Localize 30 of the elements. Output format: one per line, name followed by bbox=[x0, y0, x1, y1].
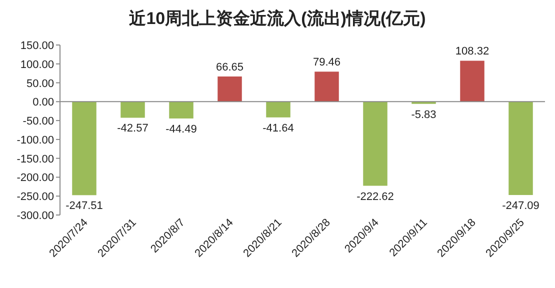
bar bbox=[508, 102, 533, 196]
y-tick-label: -200.00 bbox=[16, 172, 54, 184]
bar bbox=[363, 102, 388, 186]
y-tick-label: 100.00 bbox=[20, 58, 54, 71]
bar bbox=[266, 102, 290, 118]
bar bbox=[169, 102, 194, 118]
chart-title: 近10周北上资金近流入(流出)情况(亿元) bbox=[128, 9, 426, 28]
y-tick-label: -100.00 bbox=[16, 134, 54, 146]
data-label: 79.46 bbox=[312, 56, 341, 69]
y-tick-label: 0.00 bbox=[32, 96, 54, 109]
data-label: -42.57 bbox=[117, 122, 148, 135]
data-label: -222.62 bbox=[356, 190, 394, 203]
bar bbox=[120, 102, 145, 118]
data-label: -44.49 bbox=[166, 123, 197, 136]
data-label: -247.09 bbox=[502, 200, 540, 212]
data-label: -247.51 bbox=[66, 200, 103, 212]
data-label: 108.32 bbox=[455, 46, 490, 58]
data-label: -41.64 bbox=[262, 122, 294, 134]
y-tick-label: -250.00 bbox=[16, 191, 54, 204]
y-tick-label: 150.00 bbox=[20, 40, 54, 52]
bar bbox=[218, 76, 242, 102]
bar bbox=[72, 102, 96, 196]
bar bbox=[460, 60, 484, 102]
y-tick-label: 50.00 bbox=[26, 78, 54, 90]
data-label: -5.83 bbox=[411, 108, 436, 121]
data-label: 66.65 bbox=[216, 61, 244, 74]
y-tick-label: -50.00 bbox=[22, 116, 54, 128]
bar bbox=[314, 72, 339, 102]
y-tick-label: -300.00 bbox=[16, 210, 54, 222]
y-tick-label: -150.00 bbox=[16, 153, 54, 166]
